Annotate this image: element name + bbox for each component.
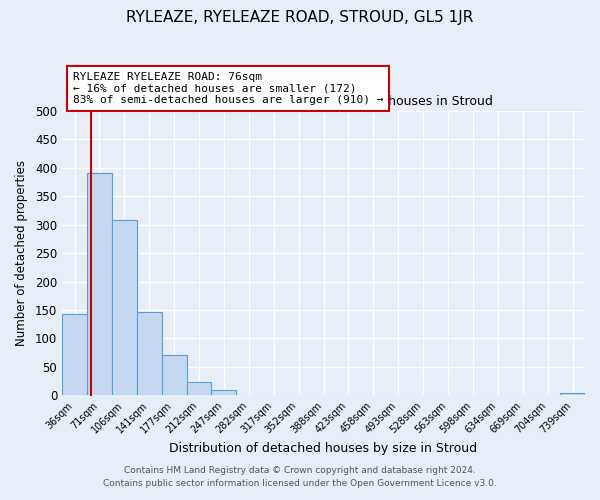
Y-axis label: Number of detached properties: Number of detached properties bbox=[15, 160, 28, 346]
Bar bbox=[112, 220, 137, 396]
Text: RYLEAZE RYELEAZE ROAD: 76sqm
← 16% of detached houses are smaller (172)
83% of s: RYLEAZE RYELEAZE ROAD: 76sqm ← 16% of de… bbox=[73, 72, 383, 105]
Bar bbox=[161, 356, 187, 396]
Bar bbox=[137, 312, 161, 396]
Text: Contains HM Land Registry data © Crown copyright and database right 2024.
Contai: Contains HM Land Registry data © Crown c… bbox=[103, 466, 497, 487]
X-axis label: Distribution of detached houses by size in Stroud: Distribution of detached houses by size … bbox=[169, 442, 478, 455]
Text: RYLEAZE, RYELEAZE ROAD, STROUD, GL5 1JR: RYLEAZE, RYELEAZE ROAD, STROUD, GL5 1JR bbox=[127, 10, 473, 25]
Bar bbox=[187, 382, 211, 396]
Bar bbox=[87, 174, 112, 396]
Bar bbox=[560, 393, 585, 396]
Bar bbox=[211, 390, 236, 396]
Title: Size of property relative to detached houses in Stroud: Size of property relative to detached ho… bbox=[154, 96, 493, 108]
Bar bbox=[62, 314, 87, 396]
